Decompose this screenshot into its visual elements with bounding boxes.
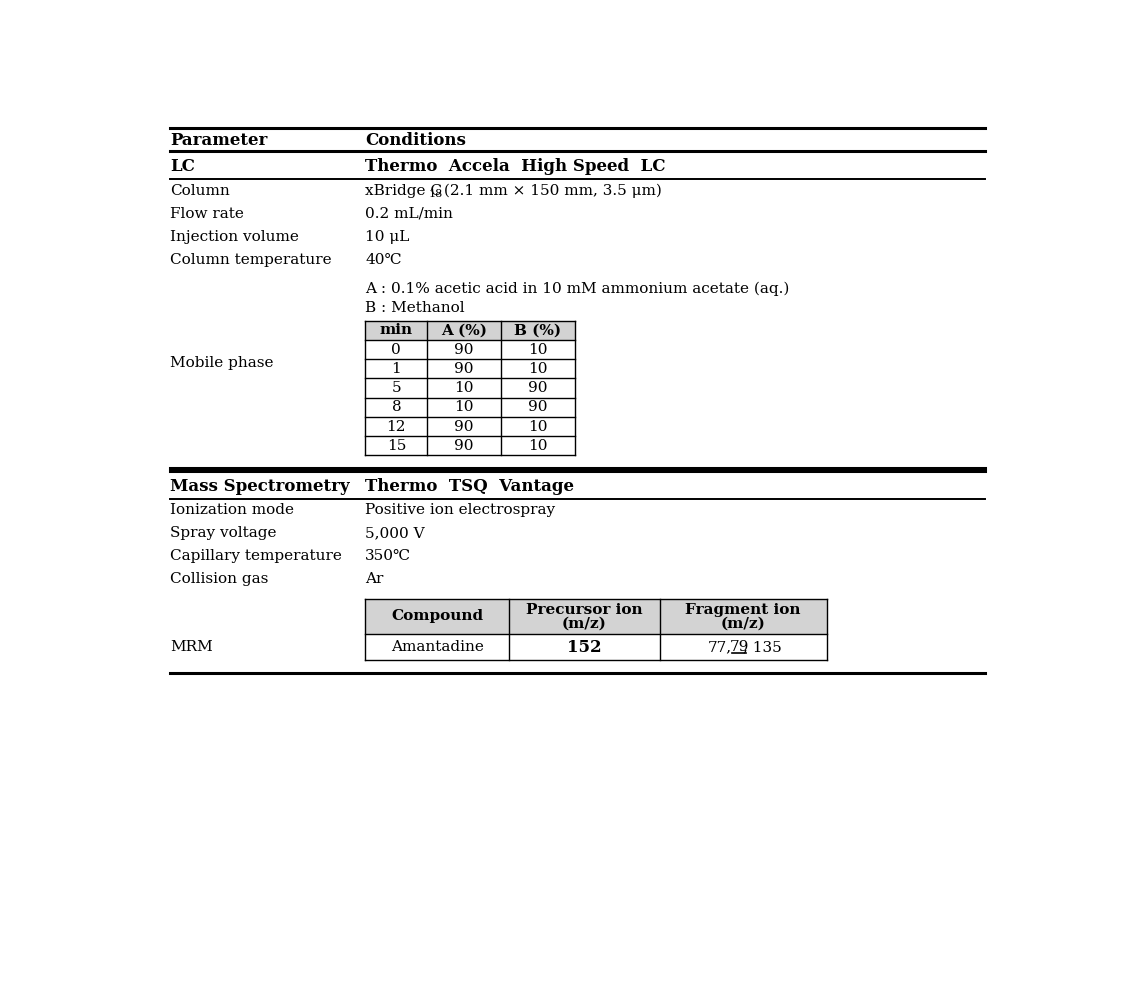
Text: Ionization mode: Ionization mode xyxy=(170,503,294,517)
Text: Mass Spectrometry: Mass Spectrometry xyxy=(170,478,350,494)
Text: Thermo  Accela  High Speed  LC: Thermo Accela High Speed LC xyxy=(366,159,666,175)
Text: Mobile phase: Mobile phase xyxy=(170,357,273,370)
Text: 90: 90 xyxy=(455,343,474,357)
Text: Conditions: Conditions xyxy=(366,132,466,149)
Bar xyxy=(366,599,827,634)
Text: Precursor ion: Precursor ion xyxy=(526,603,642,618)
Text: Positive ion electrospray: Positive ion electrospray xyxy=(366,503,556,517)
Text: 90: 90 xyxy=(528,400,548,415)
Text: Compound: Compound xyxy=(392,610,483,624)
Text: 10: 10 xyxy=(528,420,548,433)
Text: 90: 90 xyxy=(455,439,474,453)
Text: 5: 5 xyxy=(392,381,402,395)
Text: 79: 79 xyxy=(730,640,749,654)
Text: 15: 15 xyxy=(387,439,406,453)
Text: Injection volume: Injection volume xyxy=(170,230,299,243)
Text: Amantadine: Amantadine xyxy=(390,640,484,654)
Text: 10 μL: 10 μL xyxy=(366,230,410,243)
Text: B : Methanol: B : Methanol xyxy=(366,301,465,315)
Text: Ar: Ar xyxy=(366,572,384,586)
Text: Thermo  TSQ  Vantage: Thermo TSQ Vantage xyxy=(366,478,575,494)
Text: Column: Column xyxy=(170,183,230,198)
Text: MRM: MRM xyxy=(170,640,213,654)
Text: 10: 10 xyxy=(528,439,548,453)
Text: 350℃: 350℃ xyxy=(366,550,412,563)
Text: Collision gas: Collision gas xyxy=(170,572,269,586)
Text: 90: 90 xyxy=(455,361,474,376)
Text: Capillary temperature: Capillary temperature xyxy=(170,550,342,563)
Text: 40℃: 40℃ xyxy=(366,253,402,267)
Text: , 135: , 135 xyxy=(744,640,782,654)
Text: 5,000 V: 5,000 V xyxy=(366,526,425,540)
Text: 8: 8 xyxy=(392,400,402,415)
Text: Flow rate: Flow rate xyxy=(170,207,244,221)
Text: 0.2 mL/min: 0.2 mL/min xyxy=(366,207,453,221)
Text: Spray voltage: Spray voltage xyxy=(170,526,277,540)
Text: (m/z): (m/z) xyxy=(721,617,766,630)
Text: LC: LC xyxy=(170,159,195,175)
Text: 90: 90 xyxy=(455,420,474,433)
Text: 12: 12 xyxy=(387,420,406,433)
Text: A : 0.1% acetic acid in 10 mM ammonium acetate (aq.): A : 0.1% acetic acid in 10 mM ammonium a… xyxy=(366,281,790,296)
Text: Parameter: Parameter xyxy=(170,132,268,149)
Bar xyxy=(366,321,575,340)
Text: Column temperature: Column temperature xyxy=(170,253,332,267)
Text: xBridge C: xBridge C xyxy=(366,183,442,198)
Text: 10: 10 xyxy=(528,343,548,357)
Text: Fragment ion: Fragment ion xyxy=(685,603,801,618)
Text: min: min xyxy=(380,323,413,337)
Text: 10: 10 xyxy=(455,381,474,395)
Text: 18: 18 xyxy=(429,189,443,199)
Text: (m/z): (m/z) xyxy=(561,617,606,630)
Text: 10: 10 xyxy=(528,361,548,376)
Text: 77,: 77, xyxy=(708,640,732,654)
Text: 1: 1 xyxy=(392,361,402,376)
Text: 10: 10 xyxy=(455,400,474,415)
Text: B (%): B (%) xyxy=(514,323,561,337)
Text: 152: 152 xyxy=(567,638,602,656)
Text: 90: 90 xyxy=(528,381,548,395)
Text: 0: 0 xyxy=(392,343,402,357)
Text: (2.1 mm × 150 mm, 3.5 μm): (2.1 mm × 150 mm, 3.5 μm) xyxy=(439,183,662,198)
Text: A (%): A (%) xyxy=(441,323,487,337)
